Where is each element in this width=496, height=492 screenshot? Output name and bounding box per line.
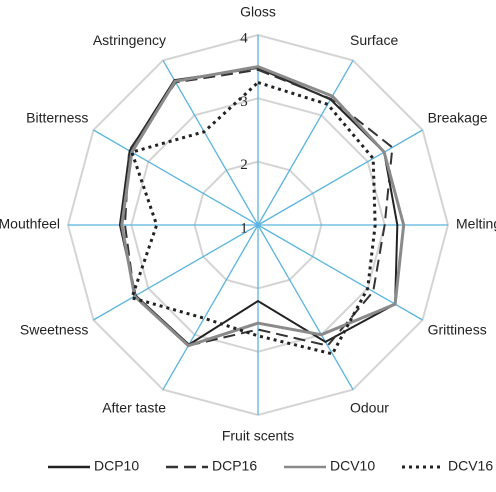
category-label: Grittiness	[428, 322, 487, 338]
tick-label: 1	[240, 220, 248, 236]
category-label: After taste	[102, 399, 166, 415]
spoke	[257, 224, 354, 390]
series-line	[120, 65, 406, 348]
spoke	[93, 224, 259, 321]
category-label: Surface	[350, 32, 398, 48]
category-label: Astringency	[93, 32, 166, 48]
tick-label: 2	[240, 157, 248, 173]
spoke	[162, 60, 259, 226]
legend-label: DCV16	[448, 458, 493, 474]
category-label: Gloss	[240, 4, 276, 20]
spoke	[257, 60, 354, 226]
category-label: Melting	[456, 216, 496, 232]
tick-label: 4	[240, 30, 248, 46]
legend-label: DCV10	[330, 458, 375, 474]
spoke	[162, 224, 259, 390]
category-label: Fruit scents	[222, 428, 294, 444]
legend-label: DCP16	[212, 458, 257, 474]
category-label: Breakage	[428, 110, 488, 126]
category-label: Odour	[350, 399, 389, 415]
category-label: Mouthfeel	[0, 216, 60, 232]
spoke	[93, 129, 259, 226]
legend-label: DCP10	[94, 458, 139, 474]
tick-label: 3	[240, 94, 248, 110]
category-label: Sweetness	[20, 322, 88, 338]
category-label: Bitterness	[26, 110, 88, 126]
spoke	[257, 129, 423, 226]
